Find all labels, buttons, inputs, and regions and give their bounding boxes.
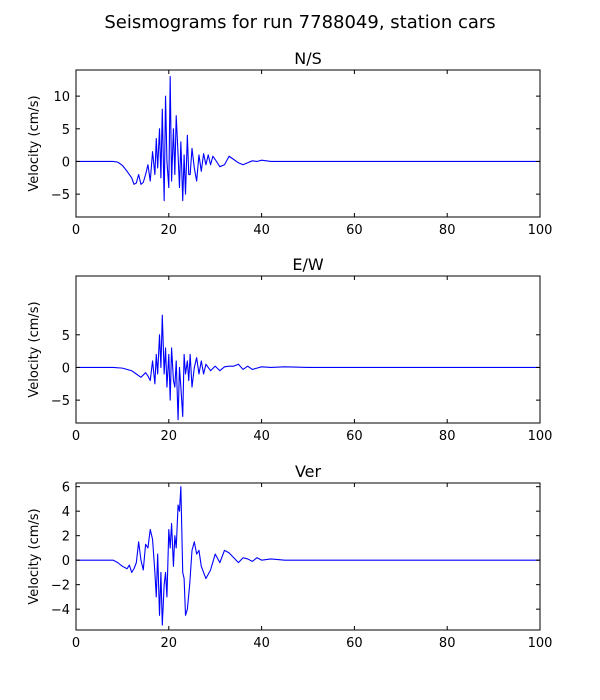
panel-title: N/S xyxy=(294,49,322,68)
x-tick-label: 100 xyxy=(528,636,553,651)
x-tick-label: 60 xyxy=(346,636,363,651)
y-tick-label: 2 xyxy=(62,530,70,545)
seismogram-panel: E/W 0 20 40 60 80 100 −5 0 5 Velocity (cm/s) xyxy=(27,255,552,444)
y-tick-label: −5 xyxy=(51,394,70,409)
x-tick-label: 0 xyxy=(72,636,80,651)
panel-title: Ver xyxy=(295,462,322,481)
x-tick-label: 40 xyxy=(253,223,270,238)
axes-frame xyxy=(75,69,541,218)
x-tick-label: 40 xyxy=(253,429,270,444)
x-tick-label: 60 xyxy=(346,223,363,238)
figure-title: Seismograms for run 7788049, station car… xyxy=(104,12,495,33)
y-axis-label: Velocity (cm/s) xyxy=(27,508,42,604)
x-tick-label: 80 xyxy=(439,636,456,651)
axes-frame xyxy=(75,482,541,631)
y-tick-label: 0 xyxy=(62,155,70,170)
y-tick-label: 6 xyxy=(62,481,70,496)
x-tick-label: 20 xyxy=(161,636,178,651)
x-tick-label: 80 xyxy=(439,223,456,238)
x-tick-label: 80 xyxy=(439,429,456,444)
x-tick-label: 0 xyxy=(72,223,80,238)
seismogram-panel: Ver 0 20 40 60 80 100 −4 −2 0 2 4 6 Velocity (cm/s) xyxy=(27,462,552,651)
x-tick-label: 100 xyxy=(528,429,553,444)
y-tick-label: 0 xyxy=(62,554,70,569)
y-tick-label: 4 xyxy=(62,505,70,520)
velocity-trace xyxy=(76,486,540,626)
x-tick-label: 0 xyxy=(72,429,80,444)
y-tick-label: −5 xyxy=(51,188,70,203)
y-axis-label: Velocity (cm/s) xyxy=(27,95,42,191)
velocity-trace xyxy=(76,314,540,421)
y-axis-label: Velocity (cm/s) xyxy=(27,301,42,397)
axes-frame xyxy=(75,275,541,424)
panel-title: E/W xyxy=(292,255,324,274)
x-tick-label: 100 xyxy=(528,223,553,238)
y-tick-label: 5 xyxy=(62,123,70,138)
seismogram-panel: N/S 0 20 40 60 80 100 −5 0 5 10 Velocity (cm/s) xyxy=(27,49,552,238)
y-tick-label: 10 xyxy=(53,90,70,105)
y-tick-label: −2 xyxy=(51,579,70,594)
y-tick-label: −4 xyxy=(51,603,70,618)
y-tick-label: 5 xyxy=(62,329,70,344)
x-tick-label: 60 xyxy=(346,429,363,444)
x-tick-label: 20 xyxy=(161,223,178,238)
x-tick-label: 20 xyxy=(161,429,178,444)
velocity-trace xyxy=(76,75,540,202)
x-tick-label: 40 xyxy=(253,636,270,651)
y-tick-label: 0 xyxy=(62,361,70,376)
